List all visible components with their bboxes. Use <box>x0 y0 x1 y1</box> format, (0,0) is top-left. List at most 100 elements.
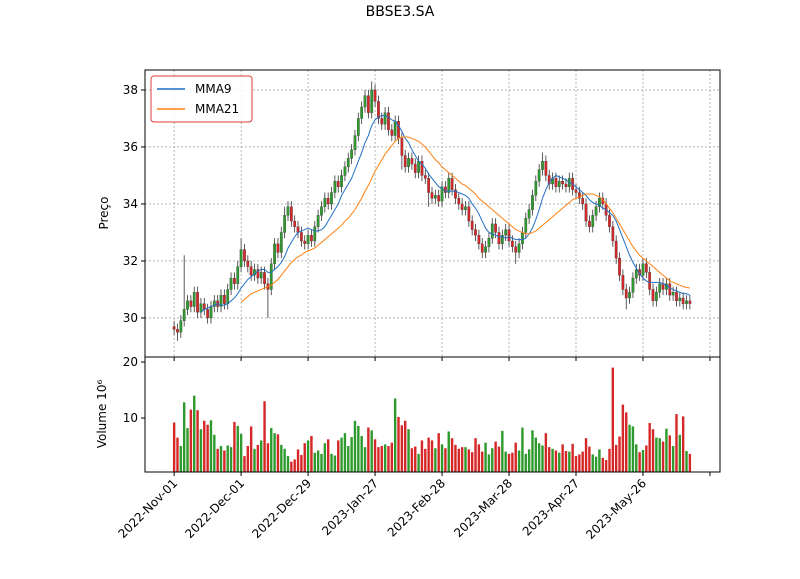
volume-bar <box>223 450 226 472</box>
y-tick-label: 30 <box>123 311 138 325</box>
volume-bar <box>641 449 645 472</box>
candle-body <box>480 243 484 253</box>
candle-body <box>457 198 461 205</box>
volume-bar <box>387 446 390 472</box>
candle-body <box>531 195 534 210</box>
candle-body <box>383 112 387 125</box>
volume-bar <box>253 448 256 472</box>
candle-body <box>511 240 514 247</box>
volume-bar <box>688 453 692 472</box>
volume-bar <box>611 367 615 472</box>
candle-body <box>484 246 487 253</box>
candle-body <box>189 300 193 307</box>
volume-bar <box>437 433 440 472</box>
candle-body <box>219 295 223 307</box>
candle-body <box>283 215 287 233</box>
volume-bar <box>263 401 266 472</box>
volume-bar <box>444 448 447 472</box>
volume-bar <box>474 438 477 472</box>
candle-body <box>541 161 544 170</box>
volume-bar <box>584 438 588 472</box>
candle-body <box>537 169 541 182</box>
candle-body <box>470 220 474 230</box>
candle-body <box>182 309 186 321</box>
volume-bar <box>373 439 377 472</box>
chart-title: BBSE3.SA <box>366 4 435 20</box>
volume-bar <box>323 443 327 472</box>
volume-bar <box>360 435 363 472</box>
volume-bar <box>203 420 206 472</box>
candle-body <box>534 181 538 196</box>
candle-body <box>350 149 353 159</box>
candle-body <box>276 243 280 253</box>
candle-body <box>330 192 333 205</box>
candle-body <box>380 118 384 125</box>
volume-bar <box>564 451 568 472</box>
candle-body <box>678 297 682 302</box>
candle-body <box>320 206 323 216</box>
volume-bar <box>182 402 186 472</box>
volume-bar <box>276 434 280 472</box>
volume-bar <box>367 427 370 472</box>
candle-body <box>688 300 692 304</box>
volume-bar <box>618 436 621 472</box>
candle-body <box>681 297 685 304</box>
candle-body <box>323 198 327 207</box>
candle-body <box>554 178 558 188</box>
volume-bar <box>578 454 581 472</box>
volume-bar <box>199 429 203 472</box>
volume-bar <box>249 426 253 472</box>
candle-body <box>621 275 625 290</box>
candle-body <box>403 155 407 168</box>
candle-body <box>444 186 447 193</box>
volume-bar <box>561 444 564 472</box>
volume-bar <box>678 434 682 472</box>
volume-bar <box>176 437 179 472</box>
volume-bar <box>340 437 343 472</box>
candle-body <box>333 181 337 193</box>
candle-body <box>591 215 595 227</box>
candle-body <box>387 112 390 131</box>
candle-body <box>547 175 551 185</box>
candle-body <box>316 215 320 227</box>
candle-body <box>310 235 313 242</box>
volume-bar <box>330 453 333 472</box>
candle-body <box>618 257 621 276</box>
candle-body <box>641 263 645 276</box>
legend-label: MMA21 <box>195 102 239 116</box>
candle-body <box>504 229 508 236</box>
candle-body <box>648 272 652 290</box>
volume-bar <box>380 446 383 472</box>
volume-bar <box>524 453 527 472</box>
candle-body <box>437 195 441 202</box>
candle-body <box>507 229 511 242</box>
candle-body <box>671 292 675 296</box>
candle-body <box>249 266 253 276</box>
volume-bar <box>189 409 193 472</box>
candle-body <box>658 283 662 293</box>
volume-bar <box>628 424 631 472</box>
volume-y-tick-label: 20 <box>123 355 138 369</box>
volume-bar <box>186 428 189 472</box>
volume-bar <box>286 456 290 472</box>
candle-body <box>223 295 226 304</box>
volume-bar <box>179 446 183 472</box>
candle-body <box>206 309 209 319</box>
candle-body <box>390 129 394 136</box>
volume-bar <box>645 445 648 472</box>
volume-bar <box>213 434 216 472</box>
volume-bar <box>655 437 658 472</box>
volume-bar <box>621 404 625 472</box>
candle-body <box>286 206 290 216</box>
candle-body <box>273 243 276 264</box>
volume-bar <box>594 456 598 472</box>
volume-bar <box>487 454 491 472</box>
volume-bar <box>243 456 246 472</box>
volume-bar <box>470 452 474 472</box>
volume-bar <box>196 410 199 472</box>
volume-bar <box>598 449 601 472</box>
volume-bar <box>353 420 357 472</box>
volume-bar <box>417 453 420 472</box>
volume-bar <box>521 427 524 472</box>
